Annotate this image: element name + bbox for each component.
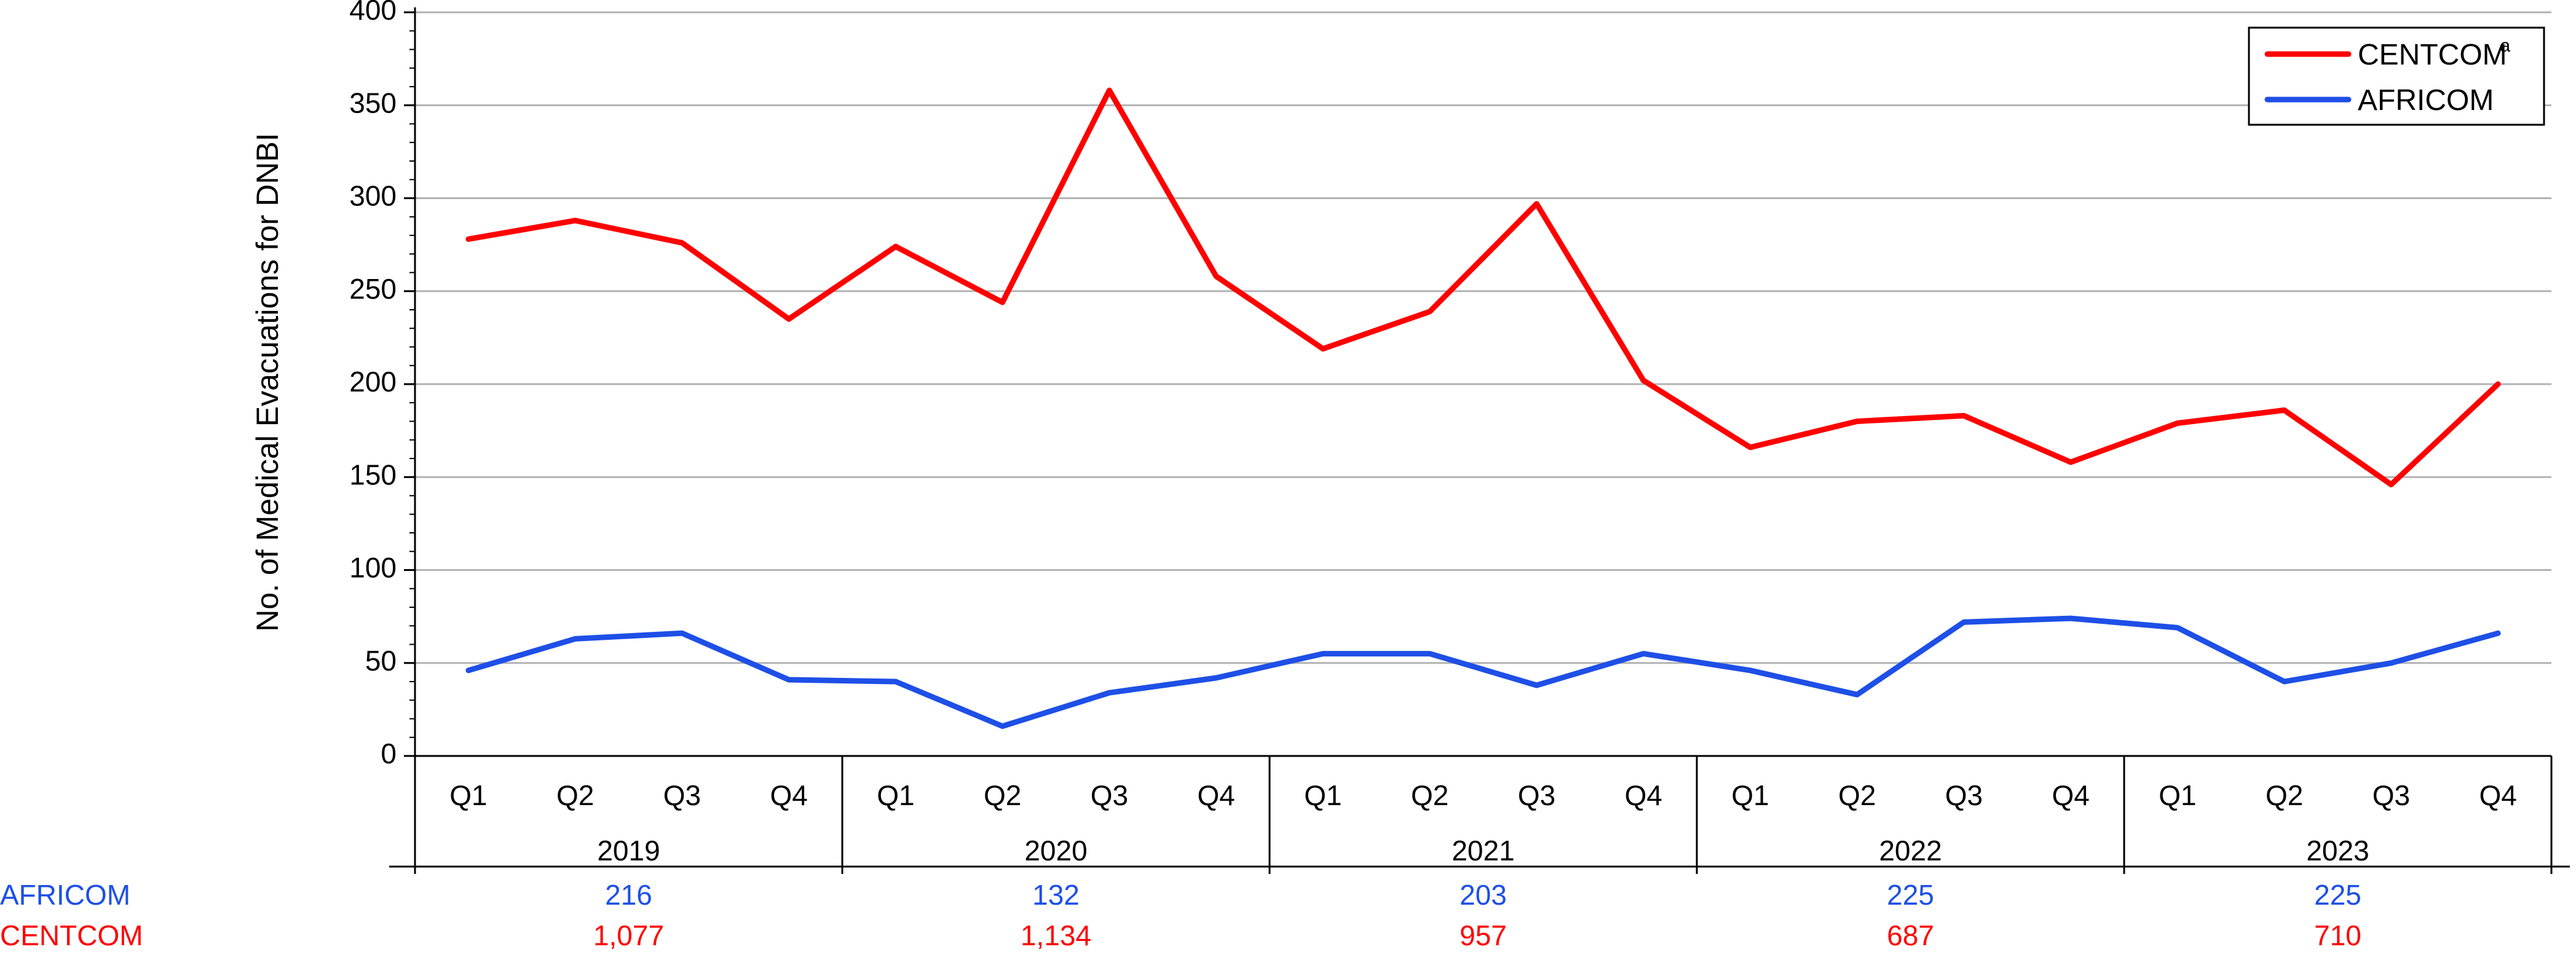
y-tick-label: 50 bbox=[365, 645, 397, 677]
totals-row-label-centcom: CENTCOM bbox=[0, 919, 143, 951]
y-tick-label: 350 bbox=[349, 87, 397, 119]
axes bbox=[389, 7, 2570, 874]
x-tick-label: Q2 bbox=[1411, 779, 1448, 811]
x-tick-label: Q4 bbox=[1624, 779, 1662, 811]
y-tick-label: 150 bbox=[349, 458, 397, 490]
x-tick-label: Q1 bbox=[1304, 779, 1341, 811]
x-tick-label: Q4 bbox=[2052, 779, 2089, 811]
x-tick-label: Q1 bbox=[877, 779, 914, 811]
x-tick-label: Q3 bbox=[2373, 779, 2410, 811]
annual-total-africom: 132 bbox=[1032, 879, 1080, 911]
gridlines bbox=[415, 11, 2551, 664]
annual-total-africom: 225 bbox=[2314, 879, 2361, 911]
legend-box bbox=[2248, 26, 2545, 126]
y-axis-ticks: 0 50 100 150 200 250 300 350 400 bbox=[349, 0, 415, 769]
annual-total-centcom: 1,077 bbox=[593, 919, 664, 951]
series-lines bbox=[465, 87, 2501, 730]
x-tick-label: Q2 bbox=[556, 779, 594, 811]
y-tick-label: 0 bbox=[381, 738, 397, 769]
x-tick-label: Q1 bbox=[2159, 779, 2196, 811]
y-tick-label: 200 bbox=[349, 366, 397, 398]
totals-row-label-africom: AFRICOM bbox=[0, 879, 130, 911]
x-tick-label: Q2 bbox=[2266, 779, 2303, 811]
annual-total-africom: 203 bbox=[1460, 879, 1507, 911]
year-label: 2019 bbox=[597, 835, 660, 867]
year-label: 2022 bbox=[1879, 835, 1942, 867]
x-tick-label: Q3 bbox=[1518, 779, 1555, 811]
legend-label-centcom: CENTCOM bbox=[2358, 39, 2507, 71]
x-tick-label: Q1 bbox=[1731, 779, 1769, 811]
legend-superscript: a bbox=[2500, 36, 2511, 56]
x-tick-label: Q4 bbox=[1197, 779, 1235, 811]
x-tick-label: Q4 bbox=[770, 779, 807, 811]
x-tick-label: Q2 bbox=[984, 779, 1021, 811]
legend-label-africom: AFRICOM bbox=[2358, 84, 2494, 117]
y-tick-label: 250 bbox=[349, 273, 397, 305]
annual-total-africom: 225 bbox=[1887, 879, 1934, 911]
x-axis-ticks: Q1 Q2 Q3 Q4 2019 Q1 Q2 Q3 Q4 2020 Q1 Q2 Q3 Q4 2021 Q1 Q2… bbox=[449, 779, 2517, 867]
series-line-africom bbox=[465, 615, 2501, 730]
x-tick-label: Q1 bbox=[449, 779, 487, 811]
y-tick-label: 300 bbox=[349, 180, 397, 212]
x-tick-label: Q3 bbox=[1945, 779, 1983, 811]
year-label: 2023 bbox=[2306, 835, 2369, 867]
y-tick-label: 100 bbox=[349, 552, 397, 584]
y-axis-label: No. of Medical Evacuations for DNBI bbox=[250, 133, 285, 631]
year-label: 2020 bbox=[1024, 835, 1087, 867]
annual-total-centcom: 710 bbox=[2314, 919, 2361, 951]
x-tick-label: Q4 bbox=[2479, 779, 2516, 811]
annual-total-centcom: 1,134 bbox=[1021, 919, 1091, 951]
year-label: 2021 bbox=[1452, 835, 1514, 867]
annual-total-africom: 216 bbox=[605, 879, 652, 911]
x-tick-label: Q3 bbox=[663, 779, 701, 811]
y-tick-label: 400 bbox=[349, 0, 397, 26]
annual-total-centcom: 957 bbox=[1460, 919, 1507, 951]
annual-total-centcom: 687 bbox=[1887, 919, 1934, 951]
x-tick-label: Q3 bbox=[1091, 779, 1128, 811]
series-line-centcom bbox=[465, 87, 2501, 487]
x-tick-label: Q2 bbox=[1838, 779, 1876, 811]
annual-totals: AFRICOM 216 132 203 225 225 CENTCOM 1,077 1,134 9… bbox=[0, 879, 2361, 951]
